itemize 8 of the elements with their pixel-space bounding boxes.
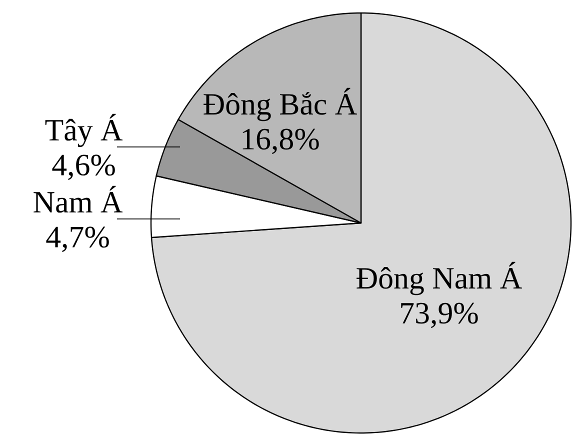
data-label: 4,6% [52, 154, 115, 180]
data-label: 73,9% [401, 302, 478, 328]
slice-label: Tây Á [45, 114, 123, 148]
slice-label: Nam Á [34, 186, 123, 213]
slice-label: Đông Bắc Á [204, 88, 357, 122]
data-label: 16,8% [242, 128, 319, 154]
data-label: 4,7% [46, 226, 109, 252]
slice-label: Đông Nam Á [356, 262, 522, 296]
